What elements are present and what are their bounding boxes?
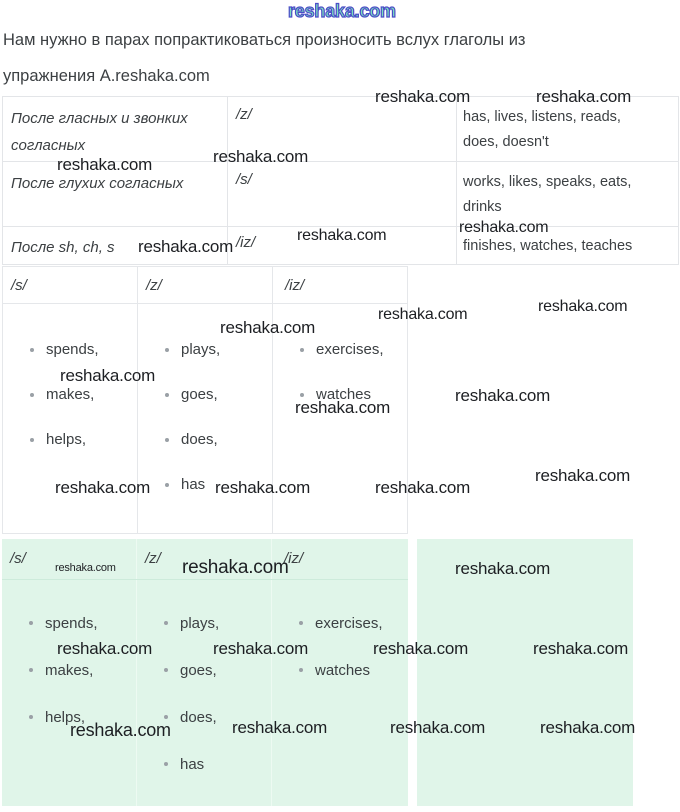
sound-header: /iz/ <box>285 277 305 294</box>
watermark: reshaka.com <box>138 237 234 256</box>
watermark: reshaka.com <box>375 87 471 106</box>
verb-item: has <box>164 756 271 773</box>
watermark: reshaka.com <box>213 147 309 166</box>
rules-table-row: После гласных и звонких согласных/z/has,… <box>3 97 678 162</box>
rules-cell-condition: После глухих согласных <box>3 162 228 226</box>
verb-column: plays, goes, does, has <box>137 580 272 806</box>
watermark: reshaka.com <box>540 718 636 737</box>
verb-list: plays, goes, does, has <box>138 342 272 493</box>
verb-list: plays, goes, does, has <box>137 615 271 773</box>
rules-cell-words: has, lives, listens, reads, does, doesn'… <box>463 109 621 150</box>
watermark: reshaka.com <box>215 478 311 497</box>
sound-header: /s/ <box>3 267 138 303</box>
watermark: reshaka.com <box>455 386 551 405</box>
answer-table-highlighted: /s//z/ /iz/ spends, makes, helps, plays, goes… <box>2 539 408 806</box>
rules-cell-sound: /iz/ <box>228 227 457 264</box>
sound-header: /z/ <box>138 267 273 303</box>
watermark: reshaka.com <box>295 398 391 417</box>
watermark: reshaka.com <box>536 87 632 106</box>
verb-item: does, <box>164 709 271 726</box>
site-logo-watermark: reshaka.com <box>287 1 396 22</box>
verb-item: exercises, <box>299 615 408 632</box>
verb-column: spends, makes, helps, <box>2 580 137 806</box>
rules-cell-condition: После гласных и звонких согласных <box>3 97 228 161</box>
verb-item: does, <box>165 432 272 448</box>
verb-item: exercises, <box>300 342 407 358</box>
practice-sorting-table: /s//z/ /iz/ spends, makes, helps, plays, goes… <box>2 266 408 534</box>
rules-cell-sound: /z/ <box>228 97 457 161</box>
verb-item: goes, <box>164 662 271 679</box>
verb-list: spends, makes, helps, <box>2 615 136 726</box>
sound-header: /iz/ <box>284 550 304 567</box>
practice-table-body-row: spends, makes, helps, plays, goes, does, has ex… <box>3 304 407 533</box>
watermark: reshaka.com <box>55 562 116 574</box>
watermark: reshaka.com <box>390 718 486 737</box>
watermark: reshaka.com <box>373 639 469 658</box>
watermark: reshaka.com <box>60 366 156 385</box>
verb-item: makes, <box>29 662 136 679</box>
verb-item: spends, <box>30 342 137 358</box>
rules-cell-condition: После sh, ch, s <box>3 227 228 264</box>
verb-column: spends, makes, helps, <box>3 304 138 533</box>
pronunciation-rules-table: После гласных и звонких согласных/z/has,… <box>2 96 679 265</box>
sound-header: /z/ <box>137 539 272 579</box>
watermark: reshaka.com <box>182 557 289 578</box>
verb-item: watches <box>300 387 407 403</box>
verb-column: exercises, watches <box>272 580 408 806</box>
practice-table-header-row: /s//z/ /iz/ <box>3 267 407 304</box>
watermark: reshaka.com <box>55 478 151 497</box>
rules-cell-words: finishes, watches, teaches <box>463 238 633 254</box>
verb-item: goes, <box>165 387 272 403</box>
watermark: reshaka.com <box>459 219 549 236</box>
instruction-line-2: упражнения A.reshaka.com <box>3 67 210 85</box>
verb-item: plays, <box>165 342 272 358</box>
watermark: reshaka.com <box>232 718 328 737</box>
watermark: reshaka.com <box>213 639 309 658</box>
highlight-green-block <box>417 539 633 806</box>
verb-column: exercises, watches <box>273 304 407 533</box>
answer-table-header-row: /s//z/ /iz/ <box>2 539 408 580</box>
watermark: reshaka.com <box>57 639 153 658</box>
verb-item: helps, <box>30 432 137 448</box>
exercise-instruction: Нам нужно в парах попрактиковаться произ… <box>3 30 667 102</box>
watermark: reshaka.com <box>297 227 387 244</box>
rules-cell-words: works, likes, speaks, eats, drinks <box>463 174 632 215</box>
watermark: reshaka.com <box>378 306 468 323</box>
verb-item: helps, <box>29 709 136 726</box>
watermark: reshaka.com <box>455 559 551 578</box>
watermark: reshaka.com <box>533 639 629 658</box>
rules-cell-sound: /s/ <box>228 162 457 226</box>
verb-list: exercises, watches <box>272 615 408 679</box>
verb-item: makes, <box>30 387 137 403</box>
verb-list: exercises, watches <box>273 342 407 403</box>
verb-item: has <box>165 477 272 493</box>
watermark: reshaka.com <box>70 720 171 740</box>
rules-table-row: После глухих согласных/s/works, likes, s… <box>3 162 678 227</box>
watermark: reshaka.com <box>535 466 631 485</box>
instruction-line-1: Нам нужно в парах попрактиковаться произ… <box>3 31 526 49</box>
verb-list: spends, makes, helps, <box>3 342 137 448</box>
watermark: reshaka.com <box>57 155 153 174</box>
verb-item: plays, <box>164 615 271 632</box>
verb-item: spends, <box>29 615 136 632</box>
verb-item: watches <box>299 662 408 679</box>
watermark: reshaka.com <box>375 478 471 497</box>
verb-column: plays, goes, does, has <box>138 304 273 533</box>
watermark: reshaka.com <box>538 298 628 315</box>
watermark: reshaka.com <box>220 318 316 337</box>
sound-header: /s/ <box>2 539 137 579</box>
rules-table-row: После sh, ch, s/iz/finishes, watches, te… <box>3 227 678 265</box>
answer-table-body-row: spends, makes, helps, plays, goes, does, has ex… <box>2 580 408 806</box>
